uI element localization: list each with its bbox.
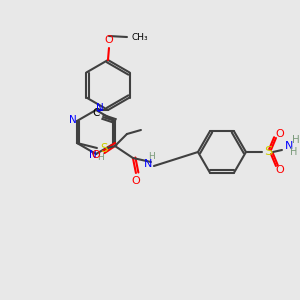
Text: N: N: [69, 115, 77, 125]
Text: O: O: [132, 176, 140, 186]
Text: O: O: [92, 150, 100, 160]
Text: H: H: [292, 135, 300, 145]
Text: N: N: [285, 141, 293, 151]
Text: H: H: [148, 152, 155, 161]
Text: H: H: [98, 154, 104, 163]
Text: S: S: [100, 142, 108, 154]
Text: O: O: [105, 35, 113, 45]
Text: N: N: [89, 150, 97, 160]
Text: H: H: [290, 147, 298, 157]
Text: C: C: [92, 108, 100, 118]
Text: CH₃: CH₃: [132, 32, 148, 41]
Text: O: O: [276, 129, 284, 139]
Text: N: N: [144, 159, 152, 169]
Text: O: O: [276, 165, 284, 175]
Text: N: N: [96, 103, 104, 113]
Text: S: S: [264, 146, 272, 158]
